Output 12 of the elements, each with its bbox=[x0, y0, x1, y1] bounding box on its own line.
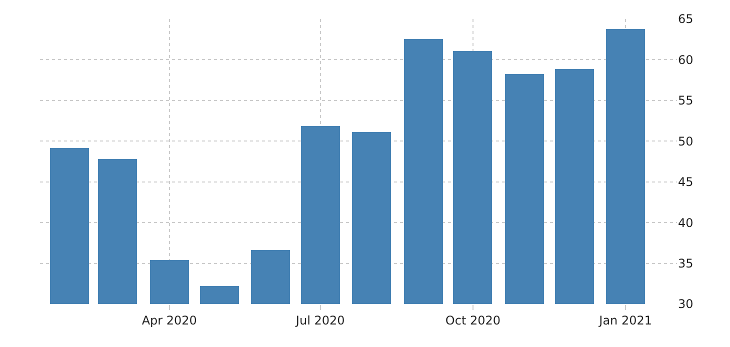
x-tick-label: Jul 2020 bbox=[294, 313, 345, 328]
y-tick-label: 65 bbox=[678, 12, 694, 26]
x-tick-label: Apr 2020 bbox=[142, 313, 197, 328]
y-tick-label: 30 bbox=[678, 297, 694, 312]
x-tick-label: Jan 2021 bbox=[598, 313, 652, 328]
y-tick-label: 35 bbox=[678, 256, 694, 270]
y-tick-label: 55 bbox=[678, 94, 694, 108]
y-tick-label: 40 bbox=[678, 216, 694, 230]
y-tick-label: 45 bbox=[678, 175, 694, 190]
x-tick-label: Oct 2020 bbox=[445, 313, 501, 328]
y-tick-label: 60 bbox=[678, 52, 694, 67]
y-tick-label: 50 bbox=[678, 134, 694, 148]
